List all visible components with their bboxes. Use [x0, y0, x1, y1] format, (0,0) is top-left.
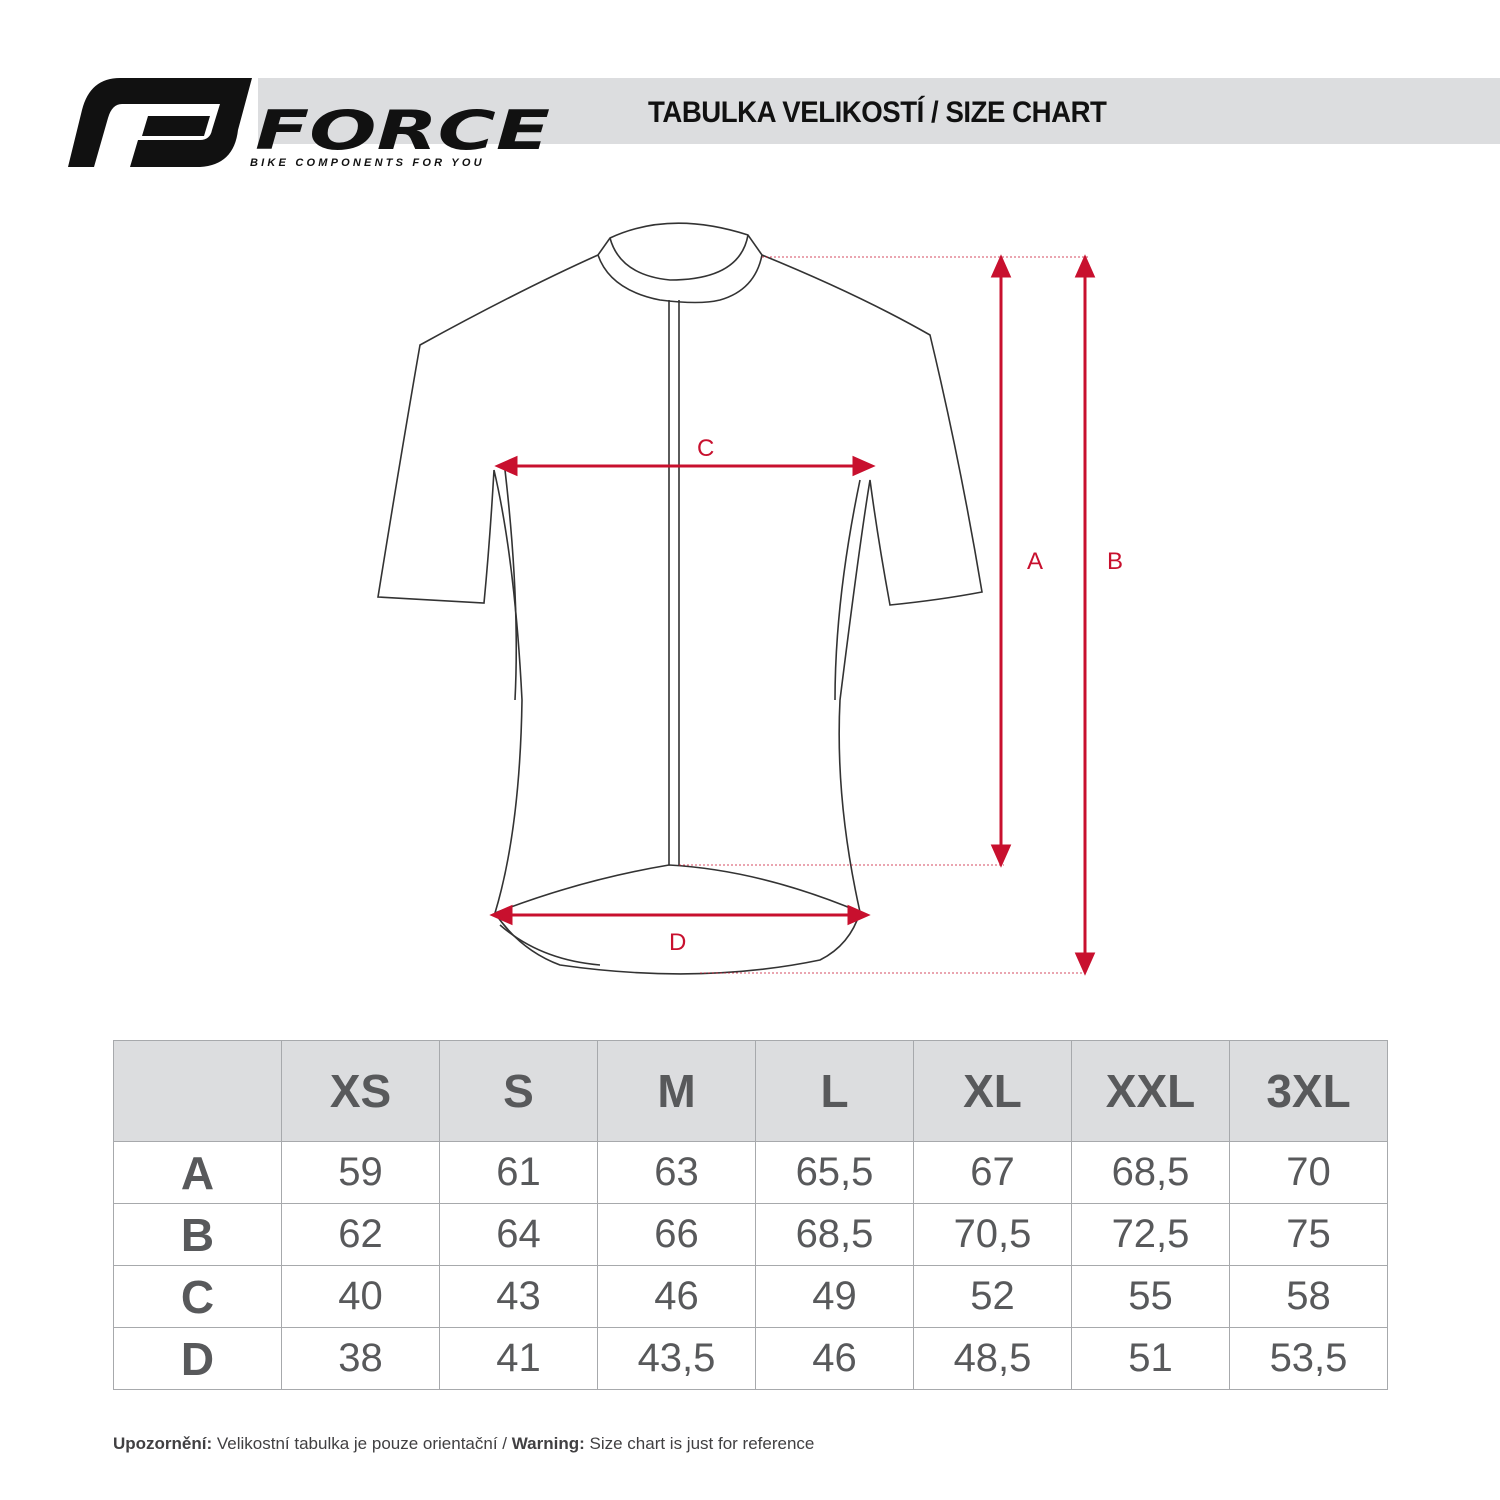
warning-cz-label: Upozornění: — [113, 1434, 213, 1453]
table-cell: 70,5 — [913, 1203, 1072, 1266]
table-cell: 68,5 — [1071, 1141, 1230, 1204]
warning-en-label: Warning: — [511, 1434, 585, 1453]
table-cell: 70 — [1229, 1141, 1388, 1204]
jersey-diagram — [377, 222, 1096, 976]
table-row: D 38 41 43,5 46 48,5 51 53,5 — [113, 1327, 1388, 1390]
table-row: A 59 61 63 65,5 67 68,5 70 — [113, 1141, 1388, 1204]
warning-en-text: Size chart is just for reference — [584, 1434, 815, 1453]
warning-cz-text: Velikostní tabulka je pouze orientační / — [212, 1434, 512, 1453]
header-cell: XS — [281, 1040, 440, 1142]
table-row: C 40 43 46 49 52 55 58 — [113, 1265, 1388, 1328]
arrow-down-icon — [990, 844, 1012, 868]
row-label: C — [113, 1265, 282, 1328]
table-cell: 66 — [597, 1203, 756, 1266]
size-table: XS S M L XL XXL 3XL A 59 61 63 65,5 67 68,5 70 B… — [113, 1040, 1388, 1390]
table-cell: 65,5 — [755, 1141, 914, 1204]
arrow-left-icon — [494, 455, 518, 477]
collar — [597, 254, 763, 304]
table-cell: 59 — [281, 1141, 440, 1204]
header-cell: 3XL — [1229, 1040, 1388, 1142]
row-label: A — [113, 1141, 282, 1204]
table-cell: 46 — [597, 1265, 756, 1328]
table-cell: 63 — [597, 1141, 756, 1204]
page-title: TABULKA VELIKOSTÍ / SIZE CHART — [648, 96, 1107, 129]
label-d: D — [669, 929, 687, 956]
header-cell: XL — [913, 1040, 1072, 1142]
zipper — [668, 300, 680, 865]
table-cell: 75 — [1229, 1203, 1388, 1266]
header-cell: XXL — [1071, 1040, 1230, 1142]
arrow-down-icon — [1074, 952, 1096, 976]
jersey-outline — [377, 222, 983, 975]
header-cell — [113, 1040, 282, 1142]
table-cell: 38 — [281, 1327, 440, 1390]
arrow-right-icon — [852, 455, 876, 477]
label-c: C — [697, 435, 715, 462]
arrow-up-icon — [990, 254, 1012, 278]
label-a: A — [1027, 548, 1044, 575]
table-cell: 64 — [439, 1203, 598, 1266]
table-cell: 52 — [913, 1265, 1072, 1328]
arrow-up-icon — [1074, 254, 1096, 278]
table-cell: 68,5 — [755, 1203, 914, 1266]
table-header-row: XS S M L XL XXL 3XL — [113, 1040, 1388, 1142]
table-cell: 41 — [439, 1327, 598, 1390]
row-label: B — [113, 1203, 282, 1266]
brand-wordmark: FORCE — [255, 105, 550, 155]
table-cell: 58 — [1229, 1265, 1388, 1328]
svg-text:FORCE: FORCE — [255, 105, 550, 155]
table-cell: 46 — [755, 1327, 914, 1390]
table-cell: 49 — [755, 1265, 914, 1328]
warning-note: Upozornění: Velikostní tabulka je pouze … — [113, 1434, 814, 1454]
row-label: D — [113, 1327, 282, 1390]
table-cell: 48,5 — [913, 1327, 1072, 1390]
table-cell: 51 — [1071, 1327, 1230, 1390]
table-cell: 55 — [1071, 1265, 1230, 1328]
arrow-right-icon — [847, 904, 871, 926]
table-cell: 43,5 — [597, 1327, 756, 1390]
table-cell: 61 — [439, 1141, 598, 1204]
arrow-left-icon — [489, 904, 513, 926]
header-cell: S — [439, 1040, 598, 1142]
table-row: B 62 64 66 68,5 70,5 72,5 75 — [113, 1203, 1388, 1266]
force-logo — [68, 78, 252, 167]
header-cell: L — [755, 1040, 914, 1142]
table-cell: 53,5 — [1229, 1327, 1388, 1390]
label-b: B — [1107, 548, 1124, 575]
table-cell: 40 — [281, 1265, 440, 1328]
table-cell: 72,5 — [1071, 1203, 1230, 1266]
table-cell: 43 — [439, 1265, 598, 1328]
table-cell: 67 — [913, 1141, 1072, 1204]
header-cell: M — [597, 1040, 756, 1142]
table-cell: 62 — [281, 1203, 440, 1266]
logo-tagline: BIKE COMPONENTS FOR YOU — [250, 157, 485, 169]
header-band — [258, 78, 1500, 144]
